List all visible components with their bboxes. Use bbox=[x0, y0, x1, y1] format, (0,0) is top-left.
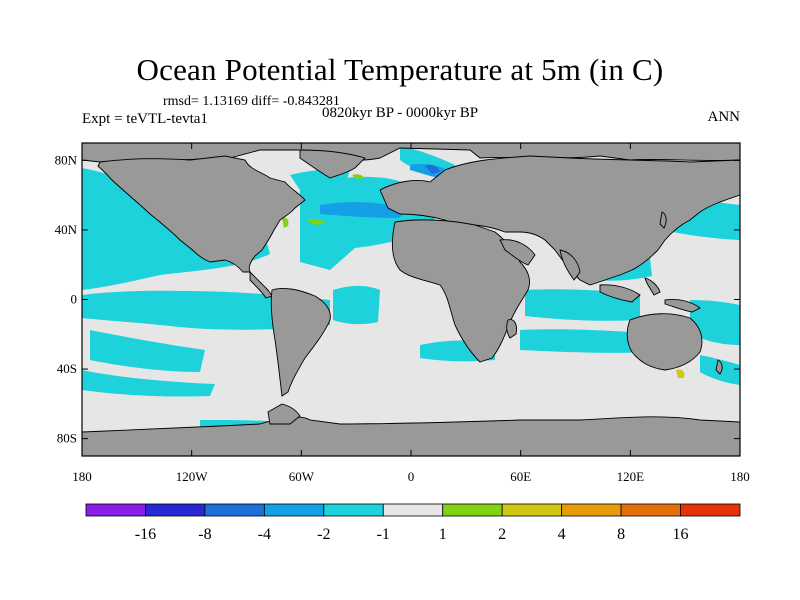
map-title: Ocean Potential Temperature at 5m (in C) bbox=[136, 52, 664, 87]
colorbar-label: 8 bbox=[617, 526, 625, 543]
season-label: ANN bbox=[707, 109, 741, 125]
yellow-anomaly-regions bbox=[676, 369, 685, 378]
lon-tick-label: 60W bbox=[289, 469, 315, 484]
colorbar-label: 4 bbox=[558, 526, 566, 543]
experiment-label: Expt = teVTL-tevta1 bbox=[82, 111, 208, 127]
colorbar-label: 2 bbox=[498, 526, 506, 543]
colorbar-swatch bbox=[501, 503, 563, 517]
colorbar-label: -2 bbox=[317, 526, 330, 543]
lat-tick-label: 80S bbox=[57, 431, 77, 446]
land-masses bbox=[82, 143, 740, 456]
colorbar-swatch bbox=[382, 503, 444, 517]
longitude-ticks: 180 120W 60W 0 60E 120E 180 bbox=[72, 143, 750, 484]
lat-tick-label: 80N bbox=[55, 152, 78, 167]
colorbar-swatch bbox=[263, 503, 325, 517]
period-label: 0820kyr BP - 0000kyr BP bbox=[322, 105, 479, 121]
colorbar-label: -8 bbox=[198, 526, 211, 543]
lat-tick-label: 40N bbox=[55, 222, 78, 237]
lat-tick-label: 40S bbox=[57, 361, 77, 376]
map-plot-area bbox=[82, 143, 740, 456]
lon-tick-label: 120W bbox=[176, 469, 209, 484]
lat-tick-label: 0 bbox=[71, 292, 78, 307]
stats-label: rmsd= 1.13169 diff= -0.843281 bbox=[163, 94, 340, 109]
colorbar-label: 16 bbox=[673, 526, 689, 543]
colorbar: -16 -8 -4 -2 -1 1 2 4 8 16 bbox=[85, 503, 741, 543]
colorbar-swatch bbox=[620, 503, 681, 517]
colorbar-swatch bbox=[204, 503, 265, 517]
warm-anomaly-regions bbox=[282, 174, 364, 228]
colorbar-label: -1 bbox=[377, 526, 390, 543]
colorbar-swatch bbox=[442, 503, 503, 517]
lon-tick-label: 120E bbox=[617, 469, 645, 484]
colorbar-swatch bbox=[561, 503, 622, 517]
colorbar-swatch bbox=[680, 503, 741, 517]
latitude-ticks: 80N 40N 0 40S 80S bbox=[55, 152, 740, 446]
lon-tick-label: 180 bbox=[72, 469, 92, 484]
colorbar-swatch bbox=[323, 503, 384, 517]
lon-tick-label: 0 bbox=[408, 469, 415, 484]
colorbar-swatch bbox=[85, 503, 146, 517]
lon-tick-label: 180 bbox=[730, 469, 750, 484]
lon-tick-label: 60E bbox=[510, 469, 531, 484]
colorbar-label: -4 bbox=[258, 526, 271, 543]
colorbar-label: -16 bbox=[135, 526, 156, 543]
colorbar-label: 1 bbox=[439, 526, 447, 543]
colorbar-swatch bbox=[145, 503, 206, 517]
